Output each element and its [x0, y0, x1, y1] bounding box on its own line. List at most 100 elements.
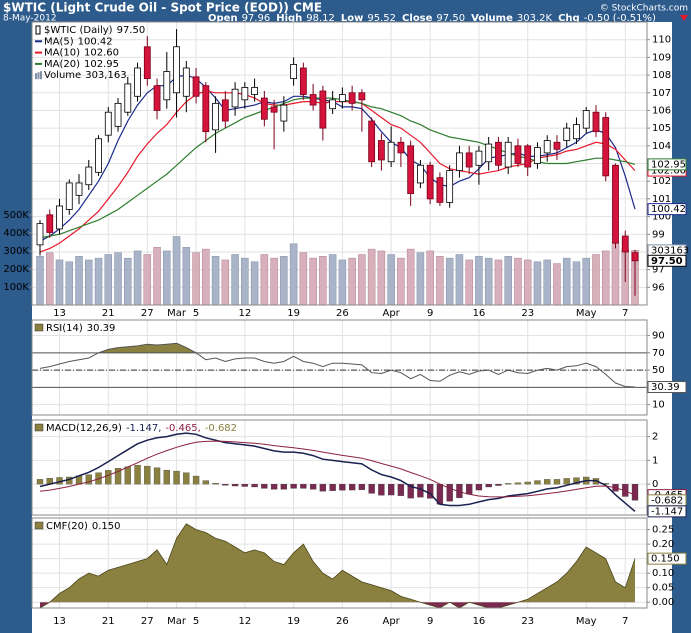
quote-value: 97.96 — [242, 13, 271, 24]
volume-bar — [465, 259, 473, 306]
histogram-bar — [290, 483, 297, 489]
candle-body — [192, 76, 200, 97]
x-tick-label: 9 — [427, 308, 433, 319]
candle-body — [221, 99, 229, 122]
histogram-bar — [261, 483, 268, 489]
volume-bar — [143, 254, 152, 306]
panel-title-part: -0.465, — [165, 423, 200, 434]
x-tick-label: 26 — [336, 308, 349, 319]
volume-bar — [572, 261, 581, 306]
x-tick-label: 12 — [238, 308, 251, 319]
candle-body — [465, 152, 473, 168]
legend-entry: $WTIC (Daily) 97.50 — [44, 25, 145, 36]
candle-body — [436, 177, 444, 203]
panel-title-part: MACD(12,26,9) — [46, 423, 122, 434]
x-tick-label: 13 — [53, 616, 66, 627]
overbought-fill — [40, 343, 635, 353]
candle-body — [46, 214, 54, 233]
candle-body — [485, 143, 493, 163]
x-tick-label: 16 — [473, 308, 486, 319]
volume-bar — [289, 243, 298, 306]
volume-bar — [387, 254, 395, 306]
candle-body — [563, 127, 571, 141]
histogram-bar — [241, 483, 248, 487]
volume-bar — [221, 259, 230, 306]
histogram-bar — [280, 483, 288, 490]
histogram-bar — [163, 469, 170, 485]
title-icon — [34, 521, 44, 530]
x-tick-label: May — [576, 616, 597, 627]
histogram-bar — [573, 477, 580, 485]
volume-bar — [182, 247, 191, 306]
candle-body — [582, 110, 590, 129]
histogram-bar — [378, 483, 385, 496]
volume-bar — [436, 256, 444, 306]
y-tick-label: 0.10 — [652, 568, 674, 579]
volume-bar — [46, 252, 54, 306]
x-tick-label: 7 — [622, 616, 628, 627]
quote-value: 98.12 — [306, 13, 335, 24]
candle-body — [202, 85, 210, 133]
histogram-bar — [85, 474, 92, 485]
volume-bar — [328, 254, 337, 306]
histogram-bar — [173, 470, 180, 485]
x-tick-label: 5 — [193, 308, 199, 319]
y-tick-label: 96 — [652, 282, 665, 293]
volume-bar — [260, 254, 269, 306]
histogram-bar — [553, 479, 561, 485]
candle-body — [602, 117, 610, 177]
candle-body — [397, 141, 405, 154]
x-tick-label: May — [576, 308, 597, 319]
volume-bar — [85, 259, 93, 306]
histogram-bar — [114, 468, 122, 485]
quote-value: 97.50 — [436, 13, 465, 24]
panel — [31, 419, 648, 516]
quote-label: High — [276, 13, 302, 24]
x-tick-label: 13 — [53, 308, 66, 319]
candle-body — [553, 141, 561, 150]
volume-bar — [377, 250, 386, 306]
panel-title: MACD(12,26,9) -1.147, -0.465, -0.682 — [46, 423, 237, 434]
candle-body — [319, 90, 327, 129]
volume-bar — [406, 248, 415, 306]
volume-bar — [172, 236, 181, 306]
candle-body — [65, 182, 73, 210]
candle-body — [387, 141, 395, 163]
x-tick-label: 23 — [521, 308, 534, 319]
quote-value: 95.52 — [367, 13, 396, 24]
x-tick-label: 16 — [473, 616, 486, 627]
histogram-bar — [183, 472, 190, 485]
last-value-box — [647, 203, 687, 216]
legend-value: 102.95 — [84, 59, 119, 70]
cmf-line — [39, 523, 636, 609]
histogram-bar — [397, 483, 405, 496]
y-tick-label: 104 — [652, 141, 671, 152]
y-tick-label: 0.05 — [652, 583, 674, 594]
histogram-bar — [495, 483, 502, 486]
panel-border — [31, 319, 648, 416]
macd-line — [39, 432, 636, 512]
candle-body — [153, 85, 161, 111]
histogram-bar — [153, 467, 161, 485]
quote-value: 303.2K — [517, 13, 553, 24]
volume-bar — [55, 259, 64, 306]
volume-bar — [241, 257, 249, 306]
legend-name: MA(5) — [44, 36, 74, 47]
volume-bar — [231, 254, 239, 306]
y-tick-label: 10 — [652, 400, 665, 411]
volume-bar — [124, 257, 132, 306]
y-tick-label: 50 — [652, 365, 665, 376]
candle-body — [134, 67, 141, 97]
candle-body — [348, 92, 356, 104]
last-value-box — [647, 158, 687, 171]
candle-body — [338, 94, 346, 102]
volume-bar — [309, 257, 317, 306]
volume-bar — [514, 257, 522, 306]
histogram-bar — [563, 478, 570, 485]
volume-bar — [397, 257, 405, 306]
histogram-bar — [222, 483, 229, 486]
legend-icon — [35, 25, 41, 35]
volume-bar — [153, 247, 161, 306]
legend-value: 102.60 — [84, 48, 119, 59]
panel-title: RSI(14) 30.39 — [46, 323, 115, 334]
